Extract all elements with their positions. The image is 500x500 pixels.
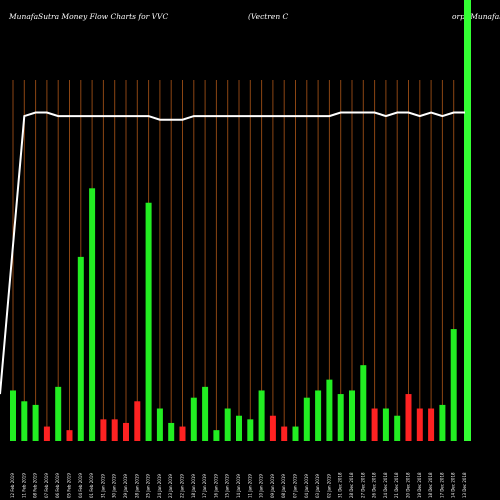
money-flow-bar [100, 419, 107, 441]
x-tick-label: 31 Jan 2019 [100, 474, 105, 498]
money-flow-bar [179, 426, 186, 441]
x-tick-label: 15 Jan 2019 [225, 474, 230, 498]
x-tick-label: 28 Jan 2019 [134, 474, 139, 498]
x-tick-label: 04 Jan 2019 [304, 474, 309, 498]
x-tick-label: 18 Jan 2019 [191, 474, 196, 498]
x-tick-label: 04 Feb 2019 [78, 473, 83, 498]
x-tick-label: 03 Jan 2019 [315, 474, 320, 498]
money-flow-line [0, 111, 465, 395]
x-tick-label: 10 Jan 2019 [259, 474, 264, 498]
money-flow-bar [292, 426, 299, 441]
x-tick-label: 05 Feb 2019 [67, 473, 72, 498]
money-flow-bar [394, 415, 401, 441]
x-tick-label: 25 Jan 2019 [146, 474, 151, 498]
x-tick-label: 24 Dec 2018 [383, 472, 388, 498]
money-flow-bar [236, 415, 242, 441]
money-flow-bar [111, 419, 118, 441]
x-tick-label: 06 Feb 2019 [55, 473, 60, 498]
site-name: orp) MunafaSutra.com [452, 12, 500, 21]
x-tick-label: 08 Feb 2019 [33, 473, 38, 498]
money-flow-bar [10, 390, 16, 441]
x-tick-label: 02 Jan 2019 [326, 474, 331, 498]
x-tick-label: 07 Feb 2019 [44, 473, 49, 498]
x-tick-label: 19 Dec 2018 [417, 472, 422, 498]
x-tick-label: 23 Jan 2019 [168, 474, 173, 498]
money-flow-bar [281, 426, 288, 441]
x-tick-label: 01 Feb 2019 [89, 473, 94, 498]
money-flow-bar [371, 408, 378, 441]
x-tick-label: 14 Dec 2018 [451, 472, 456, 498]
money-flow-bar [405, 394, 412, 441]
x-tick-label: 11 Feb 2019 [21, 473, 26, 498]
money-flow-bar [428, 408, 435, 441]
x-tick-label: 09 Jan 2019 [270, 474, 275, 498]
money-flow-bar [190, 397, 197, 441]
money-flow-bar [32, 404, 39, 441]
company-name: (Vectren C [248, 12, 289, 21]
money-flow-bar [66, 430, 73, 441]
money-flow-bar [337, 394, 344, 441]
money-flow-bar [156, 408, 163, 441]
money-flow-bar [315, 390, 322, 441]
x-tick-label: 20 Dec 2018 [406, 472, 411, 498]
money-flow-bar [202, 386, 209, 441]
money-flow-bar [224, 408, 231, 441]
x-tick-label: 21 Dec 2018 [394, 472, 399, 498]
money-flow-bar [213, 430, 220, 441]
x-tick-label: 29 Jan 2019 [123, 474, 128, 498]
x-tick-label: 08 Jan 2019 [281, 474, 286, 498]
money-flow-bar [247, 419, 254, 441]
money-flow-bar [269, 415, 276, 441]
x-tick-label: 22 Jan 2019 [180, 474, 185, 498]
x-tick-label: 16 Jan 2019 [213, 474, 218, 498]
money-flow-bar [450, 329, 457, 441]
money-flow-bar [360, 365, 367, 441]
x-tick-label: 27 Dec 2018 [360, 472, 365, 498]
x-tick-label: 14 Jan 2019 [236, 474, 241, 498]
x-tick-label: 12 Feb 2019 [10, 473, 15, 498]
money-flow-bar [55, 386, 62, 441]
money-flow-bar [168, 422, 175, 441]
money-flow-bar [258, 390, 265, 441]
x-tick-label: 13 Dec 2018 [462, 472, 467, 498]
money-flow-bar [439, 404, 446, 441]
money-flow-bar [43, 426, 50, 441]
x-tick-label: 24 Jan 2019 [157, 474, 162, 498]
money-flow-bar [145, 202, 152, 441]
money-flow-bar [326, 379, 333, 441]
money-flow-bar [134, 401, 141, 441]
money-flow-bar [89, 188, 96, 441]
x-tick-label: 11 Jan 2019 [247, 474, 252, 498]
x-tick-label: 31 Dec 2018 [338, 472, 343, 498]
money-flow-bar [21, 401, 28, 441]
money-flow-bar [77, 256, 84, 441]
highlight-band [464, 0, 471, 441]
x-tick-label: 17 Dec 2018 [439, 472, 444, 498]
x-tick-label: 26 Dec 2018 [372, 472, 377, 498]
money-flow-bar [349, 390, 355, 441]
x-tick-label: 18 Dec 2018 [428, 472, 433, 498]
x-tick-label: 30 Jan 2019 [112, 474, 117, 498]
x-tick-label: 28 Dec 2018 [349, 472, 354, 498]
money-flow-bar [303, 397, 310, 441]
money-flow-bar [416, 408, 423, 441]
money-flow-bar [382, 408, 389, 441]
chart-title: MunafaSutra Money Flow Charts for VVC [9, 12, 169, 21]
x-tick-label: 07 Jan 2019 [293, 474, 298, 498]
money-flow-bar [123, 422, 129, 441]
x-tick-label: 17 Jan 2019 [202, 474, 207, 498]
